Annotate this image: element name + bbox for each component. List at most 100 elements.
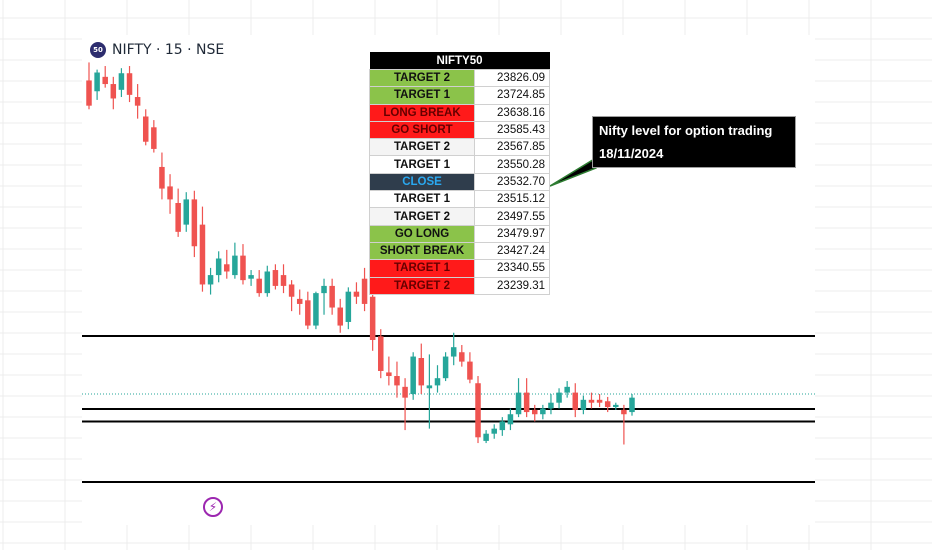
candle bbox=[515, 378, 522, 418]
level-row: TARGET 2 23567.85 bbox=[369, 138, 550, 157]
level-label: TARGET 2 bbox=[369, 207, 475, 226]
candle bbox=[353, 282, 360, 304]
level-label: SHORT BREAK bbox=[369, 241, 475, 261]
candle bbox=[183, 192, 190, 232]
level-value: 23497.55 bbox=[474, 207, 550, 226]
level-value: 23724.85 bbox=[474, 86, 550, 105]
candle bbox=[86, 62, 92, 110]
candle-body bbox=[142, 116, 149, 142]
candle bbox=[207, 267, 214, 295]
candle-body bbox=[434, 378, 441, 386]
candle bbox=[329, 278, 335, 315]
level-row: SHORT BREAK 23427.24 bbox=[369, 241, 550, 261]
candle-body bbox=[507, 414, 514, 425]
level-value: 23638.16 bbox=[474, 103, 550, 122]
candle bbox=[621, 404, 627, 445]
level-row: GO LONG 23479.97 bbox=[369, 224, 550, 243]
level-row: TARGET 2 23239.31 bbox=[369, 276, 550, 295]
level-value: 23239.31 bbox=[474, 276, 550, 295]
candle-body bbox=[248, 275, 254, 279]
candle bbox=[272, 264, 279, 290]
candle bbox=[142, 109, 149, 146]
candle-body bbox=[118, 73, 125, 90]
level-label: LONG BREAK bbox=[369, 103, 475, 122]
candle bbox=[345, 287, 352, 330]
candle bbox=[613, 402, 619, 410]
candle bbox=[369, 289, 376, 351]
candle-body bbox=[110, 84, 117, 99]
candle bbox=[564, 381, 570, 398]
level-label: TARGET 1 bbox=[369, 259, 475, 278]
candle bbox=[321, 278, 327, 315]
candle-body bbox=[531, 409, 538, 415]
candle-body bbox=[224, 264, 230, 272]
candle-body bbox=[353, 291, 360, 297]
candle-body bbox=[199, 224, 206, 285]
level-label: TARGET 1 bbox=[369, 190, 475, 209]
candle bbox=[394, 361, 400, 398]
symbol-label: NIFTY · 15 · NSE bbox=[112, 42, 225, 58]
candle-body bbox=[442, 356, 449, 379]
candle bbox=[459, 345, 465, 367]
candle bbox=[499, 417, 506, 436]
level-row: TARGET 1 23340.55 bbox=[369, 259, 550, 278]
candle-body bbox=[86, 80, 92, 106]
candle bbox=[118, 68, 125, 98]
level-value: 23532.70 bbox=[474, 172, 550, 192]
candle bbox=[548, 394, 554, 415]
candle bbox=[126, 66, 133, 103]
candle bbox=[523, 378, 530, 418]
level-label: TARGET 1 bbox=[369, 155, 475, 174]
candle bbox=[199, 206, 206, 292]
candle-body bbox=[321, 285, 327, 294]
candle bbox=[313, 291, 319, 330]
candle bbox=[288, 280, 295, 312]
candle bbox=[418, 343, 425, 395]
candle bbox=[540, 404, 546, 420]
candle-body bbox=[159, 166, 165, 189]
candle bbox=[280, 264, 287, 294]
candle bbox=[531, 404, 538, 422]
candle-body bbox=[548, 402, 554, 409]
candle-body bbox=[483, 433, 489, 441]
level-value: 23427.24 bbox=[474, 241, 550, 261]
candle bbox=[337, 298, 343, 333]
level-label: GO LONG bbox=[369, 224, 475, 243]
candle-body bbox=[232, 255, 238, 276]
lightning-icon[interactable]: ⚡ bbox=[203, 497, 223, 517]
level-value: 23479.97 bbox=[474, 224, 550, 243]
candle-body bbox=[102, 76, 108, 85]
level-row: TARGET 1 23515.12 bbox=[369, 190, 550, 209]
candle bbox=[386, 356, 392, 386]
candle-body bbox=[264, 271, 271, 294]
candle bbox=[256, 270, 262, 297]
candle bbox=[450, 332, 457, 366]
candle-body bbox=[167, 186, 173, 200]
candle-body bbox=[126, 73, 133, 95]
candle bbox=[232, 242, 238, 279]
candle bbox=[491, 424, 497, 439]
candle-body bbox=[621, 409, 627, 415]
level-value: 23567.85 bbox=[474, 138, 550, 157]
candle-body bbox=[572, 392, 579, 410]
symbol-header: 50 NIFTY · 15 · NSE bbox=[90, 42, 224, 58]
level-value: 23585.43 bbox=[474, 120, 550, 140]
levels-table: NIFTY50 TARGET 2 23826.09 TARGET 1 23724.85… bbox=[369, 52, 550, 295]
level-row: LONG BREAK 23638.16 bbox=[369, 103, 550, 122]
candle-body bbox=[240, 255, 246, 281]
candle bbox=[102, 66, 108, 88]
candle-body bbox=[540, 408, 546, 415]
candle-body bbox=[207, 275, 214, 285]
candle-body bbox=[499, 421, 506, 431]
candle bbox=[191, 190, 198, 258]
candle bbox=[264, 265, 271, 297]
candle-body bbox=[288, 284, 295, 297]
candle bbox=[434, 365, 441, 393]
candle-body bbox=[475, 383, 481, 438]
candle-body bbox=[369, 296, 376, 340]
candle-body bbox=[191, 199, 198, 247]
candle-body bbox=[272, 270, 279, 286]
candle bbox=[378, 329, 384, 379]
candle bbox=[361, 267, 368, 312]
candle-body bbox=[402, 386, 408, 398]
